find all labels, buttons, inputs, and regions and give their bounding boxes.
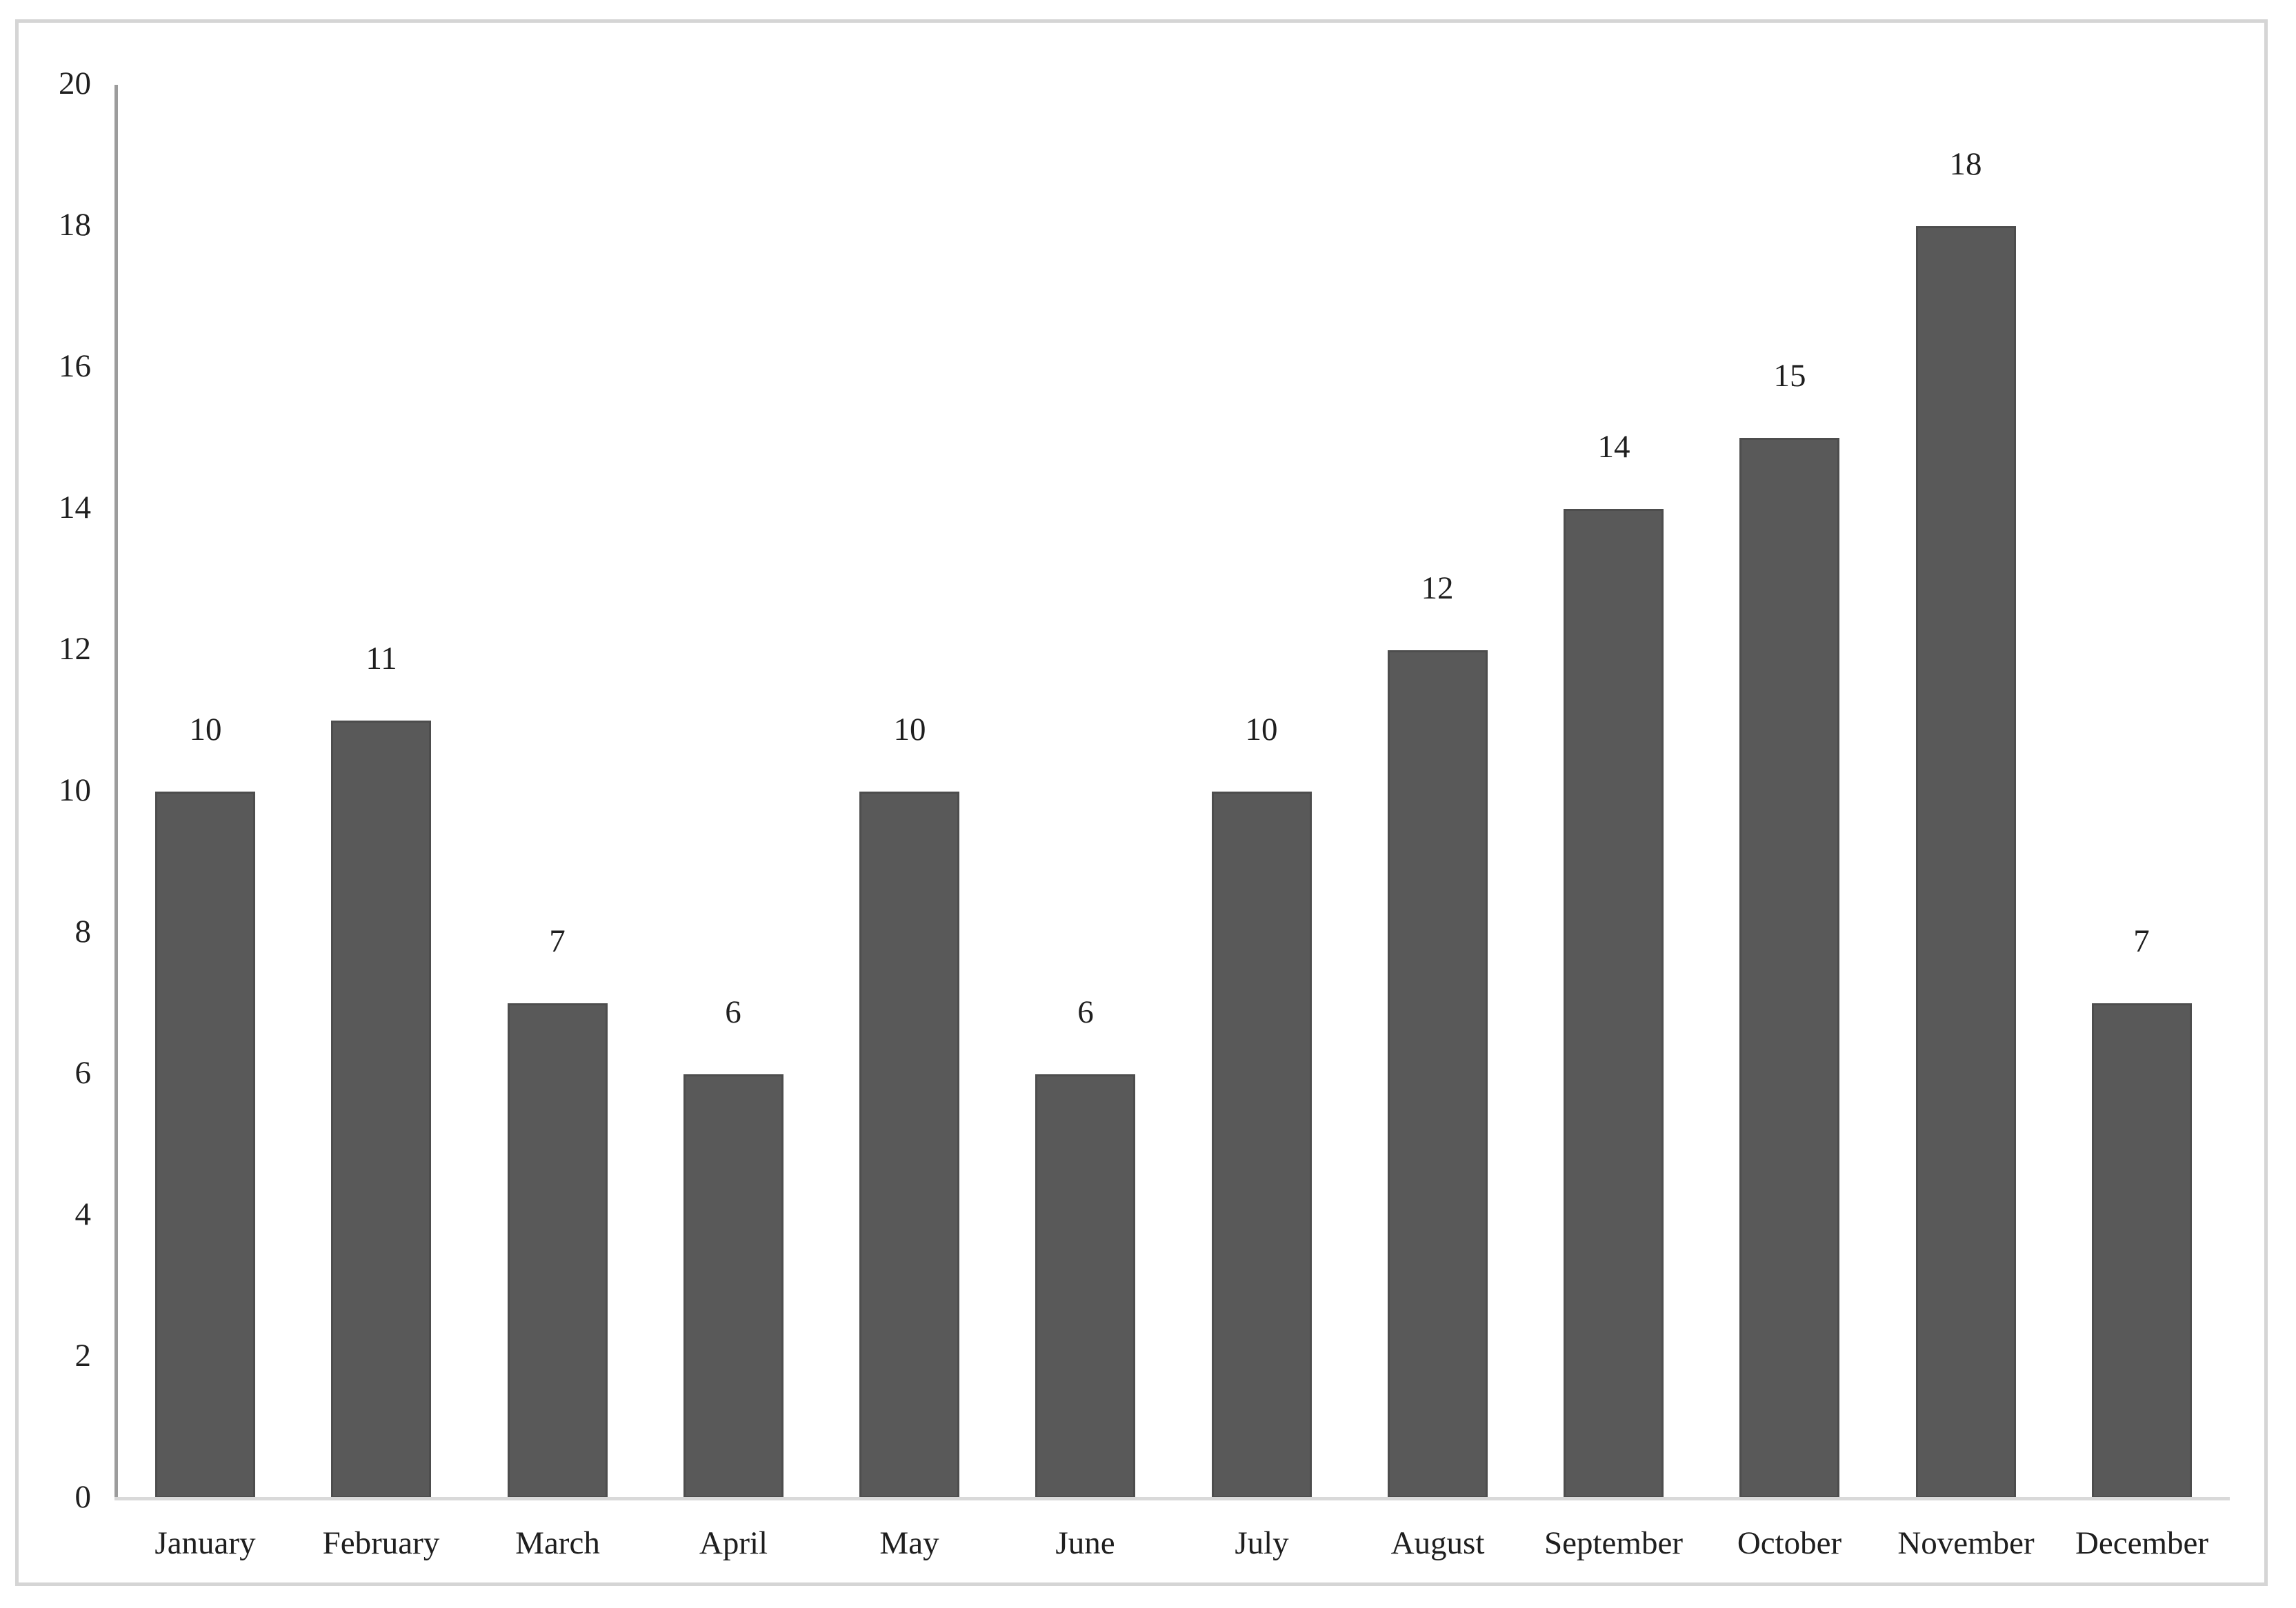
bar-september [1564, 509, 1664, 1498]
bar-value-label: 7 [2133, 923, 2150, 959]
bar-value-label: 11 [366, 641, 397, 676]
y-axis-tick-label: 10 [59, 772, 91, 808]
bar-july [1212, 792, 1312, 1498]
y-axis-tick-label: 6 [74, 1055, 92, 1091]
bar-november [1916, 226, 2016, 1498]
bar-january [155, 792, 255, 1498]
bar-value-label: 10 [1245, 712, 1278, 747]
y-axis-tick-label: 18 [59, 207, 91, 243]
x-axis-label-july: July [1235, 1525, 1289, 1561]
bar-february [331, 721, 431, 1498]
bar-june [1035, 1074, 1135, 1498]
bar-value-label: 10 [893, 712, 926, 747]
x-axis-label-october: October [1737, 1525, 1842, 1561]
y-axis-tick-label: 0 [74, 1479, 92, 1515]
x-axis-label-september: September [1544, 1525, 1683, 1561]
y-axis-tick-label: 12 [59, 631, 91, 667]
y-axis-line [114, 85, 118, 1500]
bar-march [508, 1003, 608, 1498]
x-axis-label-february: February [322, 1525, 440, 1561]
x-axis-label-december: December [2075, 1525, 2209, 1561]
y-axis-tick-label: 14 [59, 490, 91, 525]
y-axis-tick-label: 16 [59, 348, 91, 384]
x-axis-label-january: January [154, 1525, 256, 1561]
x-axis-label-april: April [699, 1525, 768, 1561]
y-axis-tick-label: 8 [74, 914, 92, 949]
bar-may [859, 792, 959, 1498]
y-axis-tick-label: 2 [74, 1338, 92, 1374]
x-axis-label-august: August [1390, 1525, 1485, 1561]
bar-october [1739, 438, 1839, 1498]
bar-value-label: 10 [189, 712, 222, 747]
bar-value-label: 6 [725, 994, 741, 1030]
bar-value-label: 18 [1949, 146, 1982, 182]
bar-august [1388, 650, 1488, 1498]
x-axis-label-november: November [1897, 1525, 2035, 1561]
bar-value-label: 14 [1597, 429, 1630, 465]
x-axis-label-june: June [1055, 1525, 1115, 1561]
bar-value-label: 15 [1773, 358, 1806, 394]
x-axis-label-may: May [879, 1525, 939, 1561]
y-axis-tick-label: 20 [59, 66, 91, 101]
x-axis-line [114, 1497, 2230, 1500]
y-axis-tick-label: 4 [74, 1196, 92, 1232]
bar-value-label: 12 [1421, 570, 1454, 606]
x-axis-label-march: March [515, 1525, 600, 1561]
bar-april [683, 1074, 783, 1498]
bar-value-label: 6 [1077, 994, 1094, 1030]
bar-december [2092, 1003, 2192, 1498]
bar-value-label: 7 [549, 923, 566, 959]
